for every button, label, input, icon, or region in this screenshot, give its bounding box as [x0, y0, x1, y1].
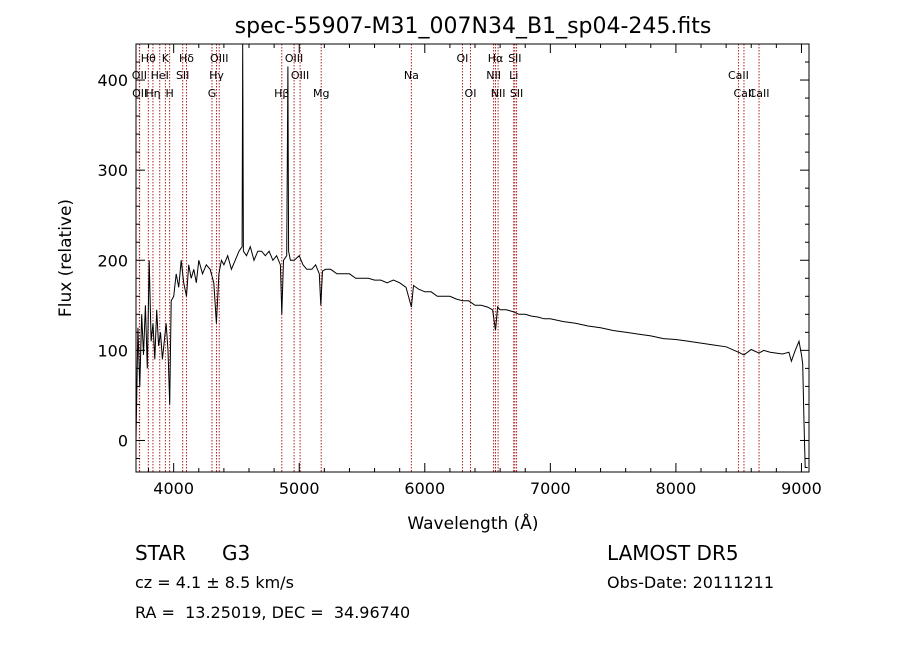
line-label: SII — [508, 52, 521, 65]
emission-line-markers — [138, 44, 760, 472]
line-label: K — [162, 52, 170, 65]
y-tick-label: 300 — [97, 161, 128, 180]
line-label: Hα — [488, 52, 504, 65]
y-axis-label: Flux (relative) — [56, 199, 76, 317]
line-label: OI — [465, 87, 477, 100]
redshift-readout: cz = 4.1 ± 8.5 km/s — [135, 573, 294, 592]
line-label: H — [166, 87, 174, 100]
y-tick-label: 400 — [97, 71, 128, 90]
line-label: Hθ — [141, 52, 156, 65]
line-label: Hβ — [274, 87, 289, 100]
line-label: HeI — [151, 69, 169, 82]
line-label: OIII — [285, 52, 303, 65]
line-label: Hη — [145, 87, 160, 100]
line-label: NII — [486, 69, 501, 82]
line-label: Li — [509, 69, 518, 82]
spectrum-series-line — [135, 43, 808, 468]
x-tick-label: 4000 — [153, 479, 194, 498]
x-axis-ticks: 4000 5000 6000 7000 8000 9000 — [148, 44, 822, 498]
y-tick-label: 0 — [118, 431, 128, 450]
x-tick-label: 7000 — [530, 479, 571, 498]
line-label: CaII — [733, 87, 754, 100]
line-label: G — [208, 87, 217, 100]
line-label: SII — [510, 87, 523, 100]
line-label: Mg — [313, 87, 329, 100]
line-label: OI — [457, 52, 469, 65]
line-label: OIII — [210, 52, 228, 65]
chart-title: spec-55907-M31_007N34_B1_sp04-245.fits — [235, 14, 712, 39]
line-label: Na — [404, 69, 419, 82]
line-label: CaII — [749, 87, 770, 100]
object-class: STAR — [135, 541, 186, 565]
x-tick-label: 9000 — [781, 479, 822, 498]
sky-coordinates: RA = 13.25019, DEC = 34.96740 — [135, 603, 411, 622]
spectral-subclass: G3 — [222, 541, 251, 565]
survey-name: LAMOST DR5 — [607, 541, 739, 565]
observation-date: Obs-Date: 20111211 — [607, 573, 775, 592]
x-axis-label: Wavelength (Å) — [407, 512, 538, 534]
x-tick-label: 6000 — [404, 479, 445, 498]
line-label: Hδ — [179, 52, 194, 65]
y-tick-label: 100 — [97, 341, 128, 360]
plot-frame — [135, 43, 810, 473]
line-label: Hγ — [209, 69, 224, 82]
x-tick-label: 8000 — [656, 479, 697, 498]
line-label: SII — [176, 69, 189, 82]
y-axis-ticks: 0 100 200 300 400 — [97, 43, 809, 459]
y-tick-label: 200 — [97, 251, 128, 270]
line-label: CaII — [728, 69, 749, 82]
line-label: NII — [491, 87, 506, 100]
x-tick-label: 5000 — [279, 479, 320, 498]
line-label: OIII — [291, 69, 309, 82]
